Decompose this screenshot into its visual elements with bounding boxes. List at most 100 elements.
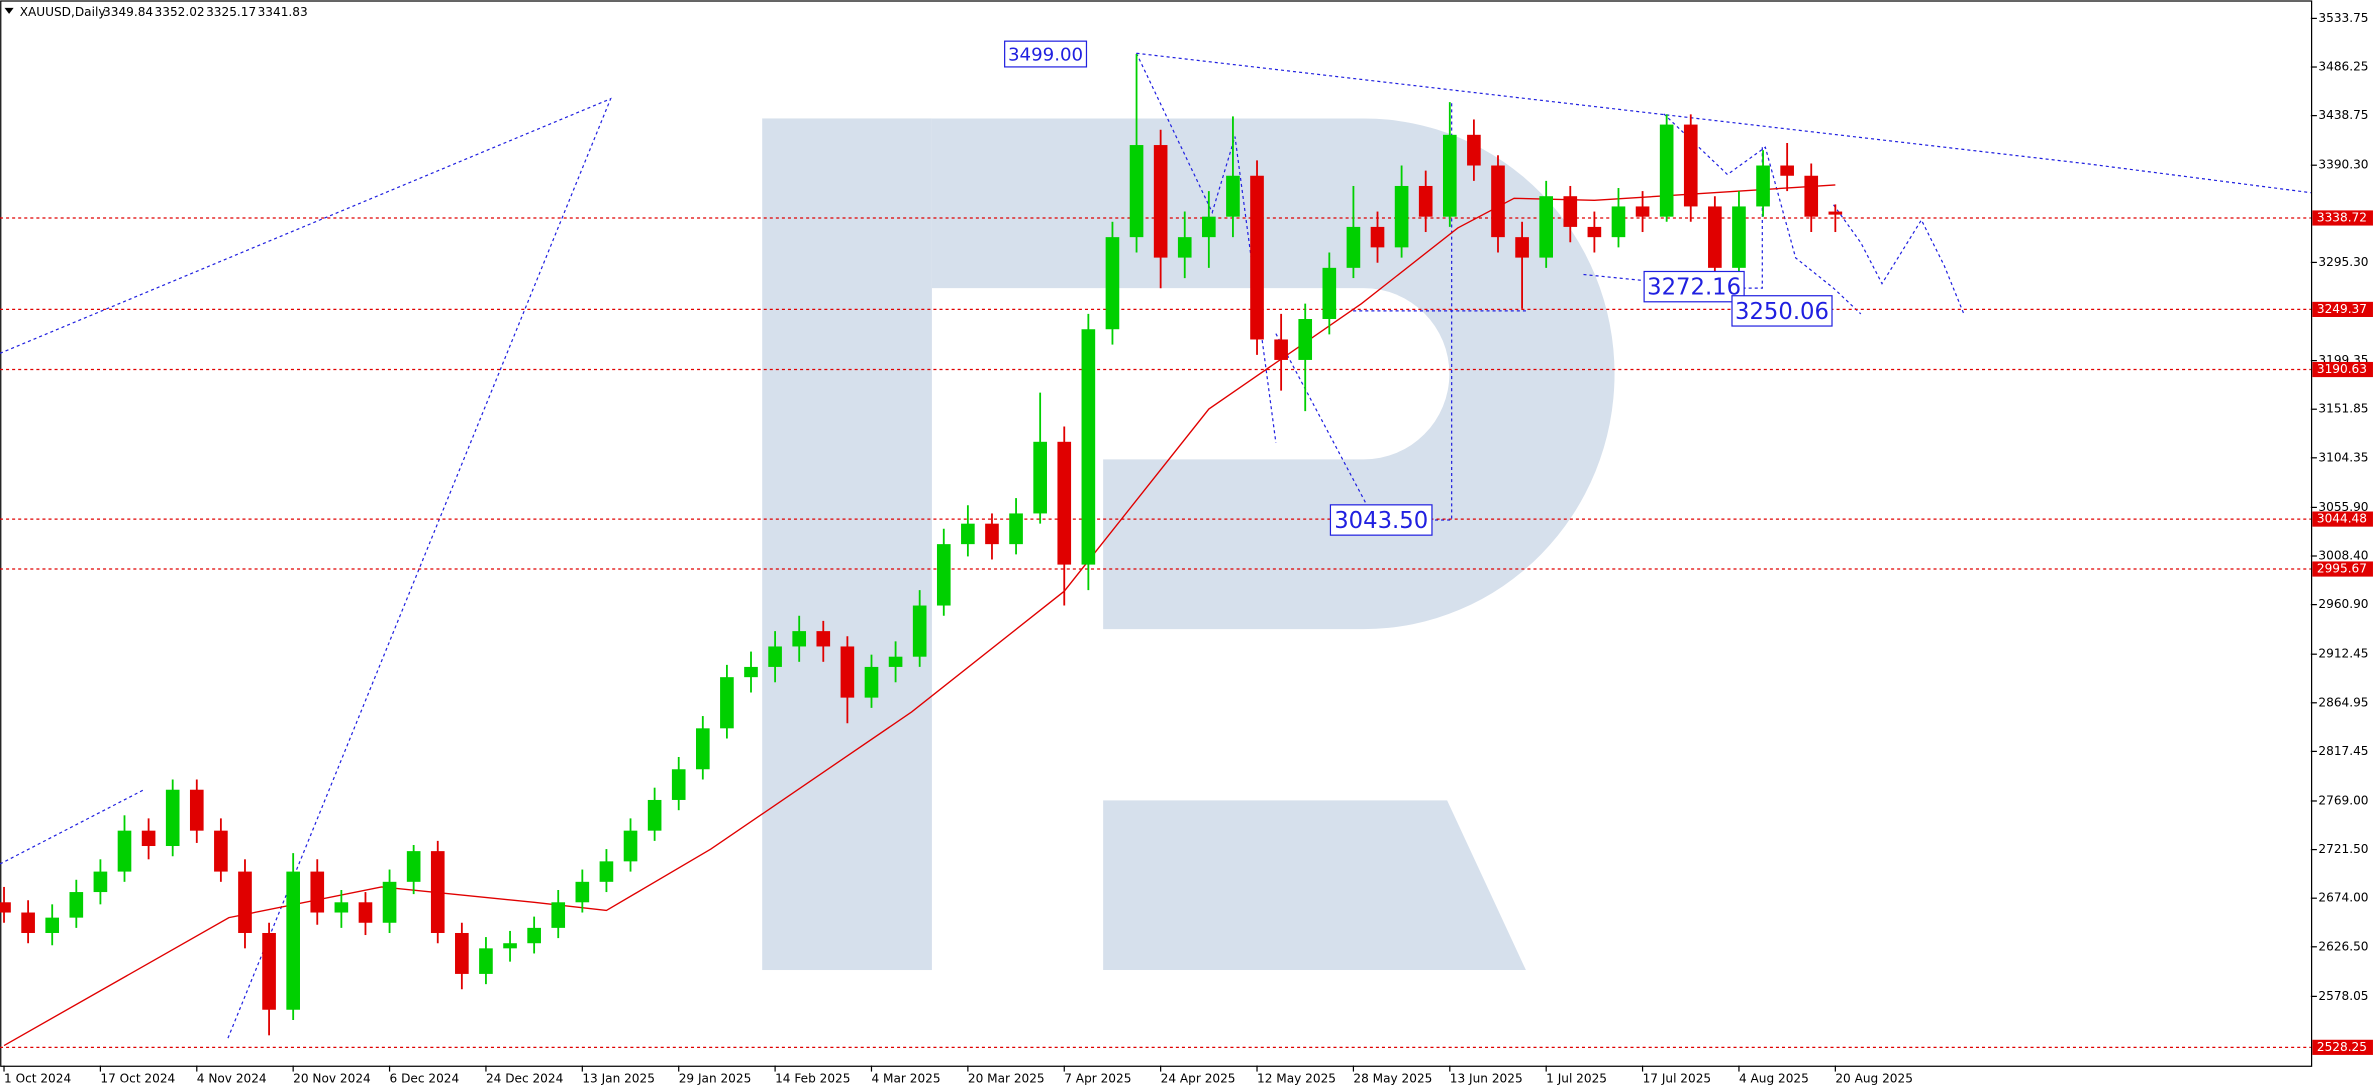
candle-body xyxy=(1635,206,1650,217)
candle-body xyxy=(141,830,156,847)
candle-body xyxy=(214,830,228,872)
candle-body xyxy=(551,902,566,928)
x-tick-label: 13 Jun 2025 xyxy=(1450,1072,1523,1086)
candle-body xyxy=(1732,206,1746,268)
candle-body xyxy=(792,631,807,647)
x-tick-label: 4 Nov 2024 xyxy=(197,1072,267,1086)
candle-body xyxy=(1057,441,1072,565)
y-tick-label: 2817.45 xyxy=(2318,744,2368,758)
candle-body xyxy=(1539,196,1554,258)
analysis-lines xyxy=(0,52,2311,1040)
x-tick-label: 20 Nov 2024 xyxy=(293,1072,371,1086)
level-label: 3190.63 xyxy=(2317,362,2367,376)
candle-body xyxy=(695,728,710,770)
annotation-label: 3250.06 xyxy=(1735,299,1829,325)
x-tick-label: 20 Mar 2025 xyxy=(968,1072,1045,1086)
candle-body xyxy=(1418,185,1433,217)
candle-body xyxy=(93,871,108,893)
candle-body xyxy=(816,631,831,647)
candle-body xyxy=(1370,226,1385,248)
menu-triangle[interactable] xyxy=(4,7,14,14)
candle-body xyxy=(1274,339,1288,360)
candle-body xyxy=(1346,226,1361,268)
y-tick-label: 3151.85 xyxy=(2318,402,2368,416)
level-tag xyxy=(2312,210,2373,226)
candle-body xyxy=(623,830,638,862)
x-tick-label: 1 Jul 2025 xyxy=(1546,1072,1607,1086)
candle-body xyxy=(1442,134,1457,217)
candle-body xyxy=(358,902,373,923)
candle-body xyxy=(1081,329,1096,565)
x-tick-label: 4 Mar 2025 xyxy=(871,1072,940,1086)
candle-body xyxy=(1129,145,1144,238)
y-tick-label: 2578.05 xyxy=(2318,989,2368,1003)
x-tick-label: 12 May 2025 xyxy=(1257,1072,1336,1086)
y-tick-label: 3104.35 xyxy=(2318,450,2368,464)
x-tick-label: 4 Aug 2025 xyxy=(1739,1072,1809,1086)
y-tick-label: 3390.30 xyxy=(2318,158,2368,172)
candle-body xyxy=(1659,124,1674,217)
candle-body xyxy=(1322,267,1337,320)
candle-body xyxy=(286,871,300,1010)
candle-body xyxy=(1683,124,1698,207)
candle-body xyxy=(888,656,903,667)
header-price: 3325.17 xyxy=(206,5,256,19)
candle-body xyxy=(1033,441,1047,514)
candle-body xyxy=(1756,165,1770,207)
annotation-label: 3272.16 xyxy=(1647,275,1741,301)
y-tick-label: 2721.50 xyxy=(2318,842,2368,856)
candle-body xyxy=(575,881,590,903)
candle-body xyxy=(864,666,879,698)
level-tag xyxy=(2312,1039,2373,1055)
candle-body xyxy=(503,943,517,949)
candle-body xyxy=(1780,165,1794,176)
candle-body xyxy=(1105,237,1120,330)
annotation-label: 3043.50 xyxy=(1334,508,1428,534)
candle-body xyxy=(720,677,734,729)
candle-body xyxy=(334,902,349,913)
header-price: 3349.84 xyxy=(103,5,153,19)
candle-body xyxy=(1804,175,1819,217)
y-tick-label: 3295.30 xyxy=(2318,255,2368,269)
y-tick-label: 3533.75 xyxy=(2318,11,2368,25)
level-label: 3249.37 xyxy=(2317,302,2367,316)
y-tick-label: 3438.75 xyxy=(2318,108,2368,122)
candle-body xyxy=(1298,319,1313,360)
candle-body xyxy=(1515,237,1529,258)
annotation-box xyxy=(1004,40,1088,68)
annotation-box xyxy=(1643,270,1745,303)
candle-body xyxy=(310,871,325,913)
candle-body xyxy=(671,769,686,800)
y-tick-label: 2864.95 xyxy=(2318,695,2368,709)
candle-body xyxy=(527,927,541,944)
candle-body xyxy=(744,666,758,678)
candle-body xyxy=(69,892,84,918)
candle-body xyxy=(961,523,975,545)
level-label: 2528.25 xyxy=(2317,1040,2367,1054)
level-label: 3338.72 xyxy=(2317,210,2367,224)
y-tick-label: 3486.25 xyxy=(2318,60,2368,74)
candle-body xyxy=(262,932,276,1010)
candle-body xyxy=(382,881,397,923)
candle-body xyxy=(189,789,204,831)
plot-frame xyxy=(0,0,2313,1067)
x-tick-label: 7 Apr 2025 xyxy=(1064,1072,1131,1086)
candle-body xyxy=(165,789,180,847)
candle-body xyxy=(1202,216,1216,238)
candle-body xyxy=(1467,134,1481,166)
level-tag xyxy=(2312,361,2373,378)
y-tick-label: 2674.00 xyxy=(2318,891,2368,905)
candle-body xyxy=(238,871,252,933)
y-tick-label: 2960.90 xyxy=(2318,597,2368,611)
watermark xyxy=(762,118,1615,971)
annotation-label: 3499.00 xyxy=(1008,45,1083,66)
annotation-box xyxy=(1329,504,1433,536)
candle-body xyxy=(1563,196,1578,227)
candle-body xyxy=(912,605,927,657)
candle-body xyxy=(1250,175,1264,340)
x-tick-label: 28 May 2025 xyxy=(1353,1072,1432,1086)
level-tag xyxy=(2312,561,2373,577)
candle-body xyxy=(1009,513,1023,545)
level-tag xyxy=(2312,301,2373,317)
